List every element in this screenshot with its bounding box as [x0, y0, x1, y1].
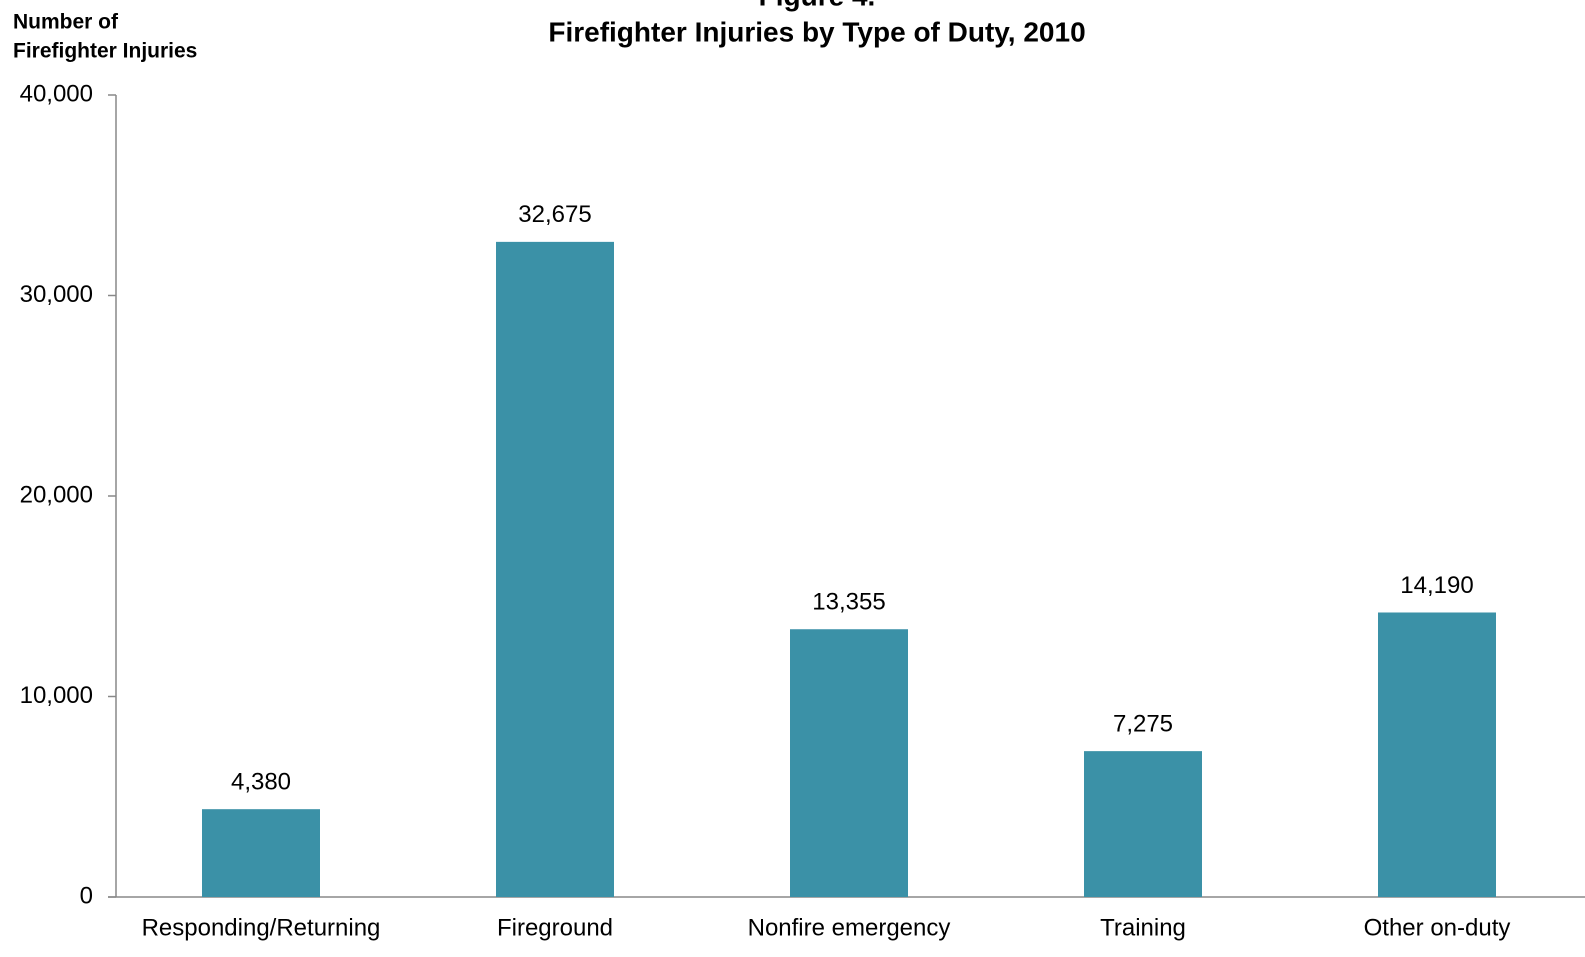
bar [202, 809, 320, 897]
chart-subtitle: Firefighter Injuries by Type of Duty, 20… [548, 16, 1085, 47]
y-axis-label: Number of [13, 11, 119, 34]
y-tick-label: 0 [80, 882, 93, 909]
chart-title: Figure 4. [759, 0, 876, 11]
y-tick-label: 40,000 [20, 80, 93, 107]
y-axis-label: Firefighter Injuries [13, 40, 197, 63]
value-label: 7,275 [1113, 710, 1173, 737]
x-tick-label: Fireground [497, 914, 613, 941]
value-label: 32,675 [518, 201, 591, 228]
y-tick-label: 30,000 [20, 281, 93, 308]
value-label: 13,355 [812, 589, 885, 616]
x-tick-label: Nonfire emergency [748, 914, 951, 941]
x-tick-label: Other on-duty [1364, 914, 1511, 941]
bar [790, 629, 908, 897]
y-tick-label: 20,000 [20, 481, 93, 508]
y-tick-label: 10,000 [20, 682, 93, 709]
x-tick-label: Responding/Returning [142, 914, 381, 941]
bar [1084, 751, 1202, 897]
value-label: 4,380 [231, 769, 291, 796]
bar [496, 241, 614, 897]
bar [1378, 612, 1496, 897]
value-label: 14,190 [1400, 572, 1473, 599]
x-tick-label: Training [1100, 914, 1186, 941]
